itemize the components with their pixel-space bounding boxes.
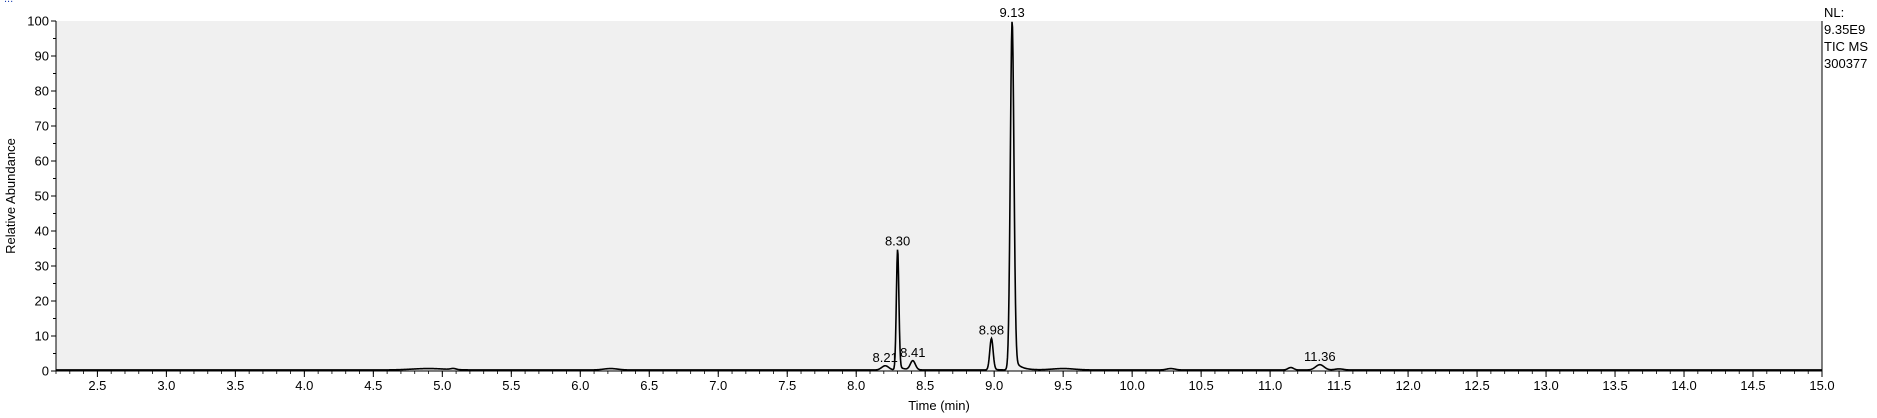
nl-label: NL: [1824,5,1845,20]
peak-labels: 8.21 8.30 8.41 8.98 9.13 11.36 [873,5,1336,365]
x-axis-title: Time (min) [908,398,970,413]
x-tick-label: 6.5 [640,378,658,393]
peak-label: 9.13 [999,5,1024,20]
x-tick-label: 5.0 [433,378,451,393]
x-tick-label: 6.0 [571,378,589,393]
y-tick-label: 40 [35,224,49,239]
x-tick-label: 2.5 [88,378,106,393]
x-tick-label: 10.5 [1188,378,1213,393]
x-tick-label: 8.5 [916,378,934,393]
y-axis: 0 10 20 30 40 50 60 70 80 90 100 [27,14,56,379]
x-axis: 2.5 3.0 3.5 4.0 4.5 5.0 5.5 6.0 6.5 7.0 7.5 8.0 8.5 9… [55,371,1835,393]
x-tick-label: 7.5 [778,378,796,393]
y-tick-label: 100 [27,14,49,29]
y-tick-label: 50 [35,189,49,204]
header-cut-text: ... [4,0,13,5]
x-tick-label: 11.5 [1327,378,1351,393]
x-tick-label: 3.0 [157,378,175,393]
y-tick-label: 0 [42,364,49,379]
y-tick-label: 10 [35,329,49,344]
tic-trace-line [56,21,1822,371]
peak-label: 8.98 [979,323,1004,338]
x-tick-label: 4.5 [364,378,382,393]
peak-label: 11.36 [1304,349,1336,364]
x-tick-label: 8.0 [847,378,865,393]
plot-area [56,21,1822,371]
peak-label: 8.30 [885,233,910,248]
trace-type: TIC MS [1824,39,1869,54]
trace-info: NL: 9.35E9 TIC MS 300377 [1824,4,1868,72]
x-tick-label: 12.5 [1464,378,1489,393]
y-tick-label: 70 [35,119,49,134]
x-tick-label: 7.0 [709,378,727,393]
peak-label: 8.41 [900,345,925,360]
x-tick-label: 9.0 [985,378,1003,393]
x-tick-label: 13.0 [1533,378,1558,393]
x-tick-label: 15.0 [1809,378,1834,393]
x-tick-label: 3.5 [226,378,244,393]
y-tick-label: 20 [35,294,49,309]
y-tick-label: 60 [35,154,49,169]
x-tick-label: 12.0 [1395,378,1420,393]
sample-id: 300377 [1824,56,1868,71]
y-tick-label: 80 [35,84,49,99]
nl-value: 9.35E9 [1824,22,1866,37]
x-tick-label: 14.0 [1671,378,1696,393]
y-axis-title: Relative Abundance [3,138,18,254]
y-tick-label: 30 [35,259,49,274]
x-tick-label: 10.0 [1120,378,1145,393]
x-tick-label: 11.0 [1258,378,1282,393]
x-tick-label: 4.0 [295,378,313,393]
peak-label: 8.21 [873,350,898,365]
x-tick-label: 14.5 [1740,378,1765,393]
x-tick-label: 5.5 [502,378,520,393]
y-tick-label: 90 [35,49,49,64]
x-tick-label: 9.5 [1054,378,1072,393]
x-tick-label: 13.5 [1602,378,1627,393]
